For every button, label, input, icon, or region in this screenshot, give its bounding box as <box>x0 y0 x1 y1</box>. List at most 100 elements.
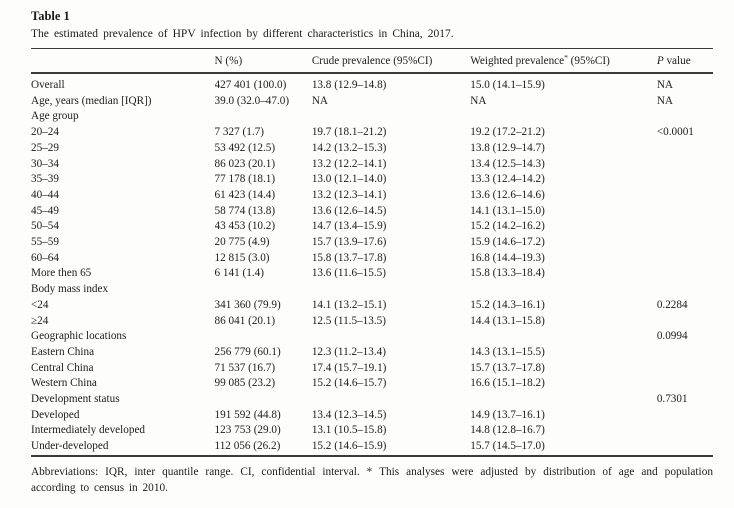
cell-label: Body mass index <box>31 283 109 296</box>
table-row: 60–64 12 815 (3.0) 15.8 (13.7–17.8) 16.8 (1… <box>31 251 713 267</box>
cell-p <box>657 282 713 298</box>
cell-n: 191 592 (44.8) <box>214 408 281 421</box>
cell-crude: 12.3 (11.2–13.4) <box>311 345 386 358</box>
cell-weighted: 14.3 (13.1–15.5) <box>470 345 545 358</box>
table-row: 40–44 61 423 (14.4) 13.2 (12.3–14.1) 13.6 (… <box>31 188 713 204</box>
cell-label: 55–59 <box>31 236 59 249</box>
cell-weighted: 15.7 (14.5–17.0) <box>470 440 545 453</box>
cell-crude: 13.2 (12.3–14.1) <box>311 188 387 201</box>
cell-crude: 13.1 (10.5–15.8) <box>311 424 387 437</box>
cell-crude: 13.0 (12.1–14.0) <box>311 173 387 186</box>
table-row: Age group <box>31 109 713 125</box>
cell-label: Intermediately developed <box>31 424 145 437</box>
cell-weighted: 19.2 (17.2–21.2) <box>470 126 545 139</box>
cell-crude <box>312 109 470 125</box>
cell-n: 20 775 (4.9) <box>214 236 270 249</box>
cell-crude: 13.2 (12.2–14.1) <box>311 157 387 170</box>
cell-weighted: NA <box>470 94 487 107</box>
cell-crude: 15.7 (13.9–17.6) <box>311 236 387 249</box>
table-row: 20–24 7 327 (1.7) 19.7 (18.1–21.2) 19.2 (17… <box>31 125 713 141</box>
cell-crude: 15.2 (14.6–15.9) <box>311 440 387 453</box>
cell-weighted: 16.8 (14.4–19.3) <box>470 251 545 264</box>
table-row: Under-developed 112 056 (26.2) 15.2 (14.6–… <box>31 439 713 456</box>
cell-label: 50–54 <box>31 220 59 233</box>
cell-weighted: 14.8 (12.8–16.7) <box>470 424 545 437</box>
table-row: <24 341 360 (79.9) 14.1 (13.2–15.1) 15.2 (1… <box>31 298 713 314</box>
cell-p <box>657 109 713 125</box>
cell-p <box>657 204 713 220</box>
cell-crude: 14.2 (13.2–15.3) <box>311 141 387 154</box>
column-header-characteristic <box>31 48 215 74</box>
cell-n: 71 537 (16.7) <box>214 361 276 374</box>
cell-p <box>657 188 713 204</box>
table-body: Overall 427 401 (100.0) 13.8 (12.9–14.8) 15… <box>31 73 713 456</box>
cell-label: Age, years (median [IQR]) <box>31 94 152 107</box>
cell-label: More then 65 <box>31 267 92 280</box>
cell-n: 86 041 (20.1) <box>214 314 276 327</box>
column-header-crude-prevalence: Crude prevalence (95%CI) <box>311 48 471 74</box>
cell-label: Western China <box>31 377 97 390</box>
cell-p <box>657 376 713 392</box>
cell-crude: 13.6 (12.6–14.5) <box>311 204 387 217</box>
cell-label: 30–34 <box>31 157 59 170</box>
prevalence-table: N (%) Crude prevalence (95%CI) Weighted … <box>31 48 713 457</box>
cell-n: 112 056 (26.2) <box>214 440 281 453</box>
table-row: Developed 191 592 (44.8) 13.4 (12.3–14.5) 1… <box>31 408 713 424</box>
cell-p: 0.7301 <box>656 393 688 406</box>
cell-label: Eastern China <box>31 345 95 358</box>
cell-crude: 13.6 (11.6–15.5) <box>311 267 386 280</box>
cell-crude <box>312 392 470 408</box>
table-row: 50–54 43 453 (10.2) 14.7 (13.4–15.9) 15.2 (… <box>31 219 713 235</box>
cell-p <box>657 235 713 251</box>
cell-p <box>657 314 713 330</box>
table-row: Body mass index <box>31 282 713 298</box>
table-row: 25–29 53 492 (12.5) 14.2 (13.2–15.3) 13.8 (… <box>31 141 713 157</box>
cell-weighted: 15.2 (14.2–16.2) <box>470 220 545 233</box>
cell-label: Under-developed <box>31 440 109 453</box>
table-row: Age, years (median [IQR]) 39.0 (32.0–47.0… <box>31 94 713 110</box>
table-row: Development status 0.7301 <box>31 392 713 408</box>
p-value-italic: P <box>656 55 664 67</box>
table-footnote: Abbreviations: IQR, inter quantile range… <box>31 465 713 494</box>
cell-n: 427 401 (100.0) <box>214 79 287 91</box>
cell-weighted: 14.9 (13.7–16.1) <box>470 408 545 421</box>
column-header-label: Crude prevalence (95%CI) <box>311 55 433 67</box>
cell-n: 77 178 (18.1) <box>214 173 276 186</box>
cell-label: Overall <box>31 79 65 91</box>
cell-p <box>657 423 713 439</box>
cell-crude <box>312 282 470 298</box>
cell-label: 20–24 <box>31 126 59 139</box>
cell-n <box>215 329 312 345</box>
cell-crude: 14.7 (13.4–15.9) <box>311 220 387 233</box>
cell-n: 43 453 (10.2) <box>214 220 276 233</box>
cell-weighted: 16.6 (15.1–18.2) <box>470 377 545 390</box>
header-row: N (%) Crude prevalence (95%CI) Weighted … <box>31 48 713 74</box>
cell-p: 0.2284 <box>656 298 688 311</box>
cell-crude: 12.5 (11.5–13.5) <box>311 314 386 327</box>
cell-label: 35–39 <box>31 173 59 186</box>
cell-p: NA <box>656 79 673 91</box>
cell-p <box>657 141 713 157</box>
cell-weighted: 13.8 (12.9–14.7) <box>470 141 545 154</box>
table-row: Eastern China 256 779 (60.1) 12.3 (11.2–13… <box>31 345 713 361</box>
cell-weighted: 13.4 (12.5–14.3) <box>470 157 545 170</box>
cell-label: Central China <box>31 361 94 374</box>
table-row: 35–39 77 178 (18.1) 13.0 (12.1–14.0) 13.3 (… <box>31 172 713 188</box>
cell-weighted: 15.0 (14.1–15.9) <box>470 79 545 91</box>
cell-n: 99 085 (23.2) <box>214 377 276 390</box>
table-row: ≥24 86 041 (20.1) 12.5 (11.5–13.5) 14.4 (13… <box>31 314 713 330</box>
table-row: 45–49 58 774 (13.8) 13.6 (12.6–14.5) 14.1 (… <box>31 204 713 220</box>
cell-weighted: 15.8 (13.3–18.4) <box>470 267 545 280</box>
cell-crude: 14.1 (13.2–15.1) <box>311 298 387 311</box>
column-header-label: N (%) <box>214 55 243 67</box>
cell-n: 12 815 (3.0) <box>214 251 270 264</box>
cell-label: 60–64 <box>31 251 59 264</box>
table-row: More then 65 6 141 (1.4) 13.6 (11.6–15.5) 1… <box>31 266 713 282</box>
cell-weighted: 15.2 (14.3–16.1) <box>470 298 545 311</box>
cell-weighted: 15.9 (14.6–17.2) <box>470 236 545 249</box>
cell-p <box>657 157 713 173</box>
cell-label: 40–44 <box>31 188 59 201</box>
column-header-label: value <box>663 55 691 67</box>
cell-p <box>657 219 713 235</box>
cell-crude: 15.2 (14.6–15.7) <box>311 377 387 390</box>
